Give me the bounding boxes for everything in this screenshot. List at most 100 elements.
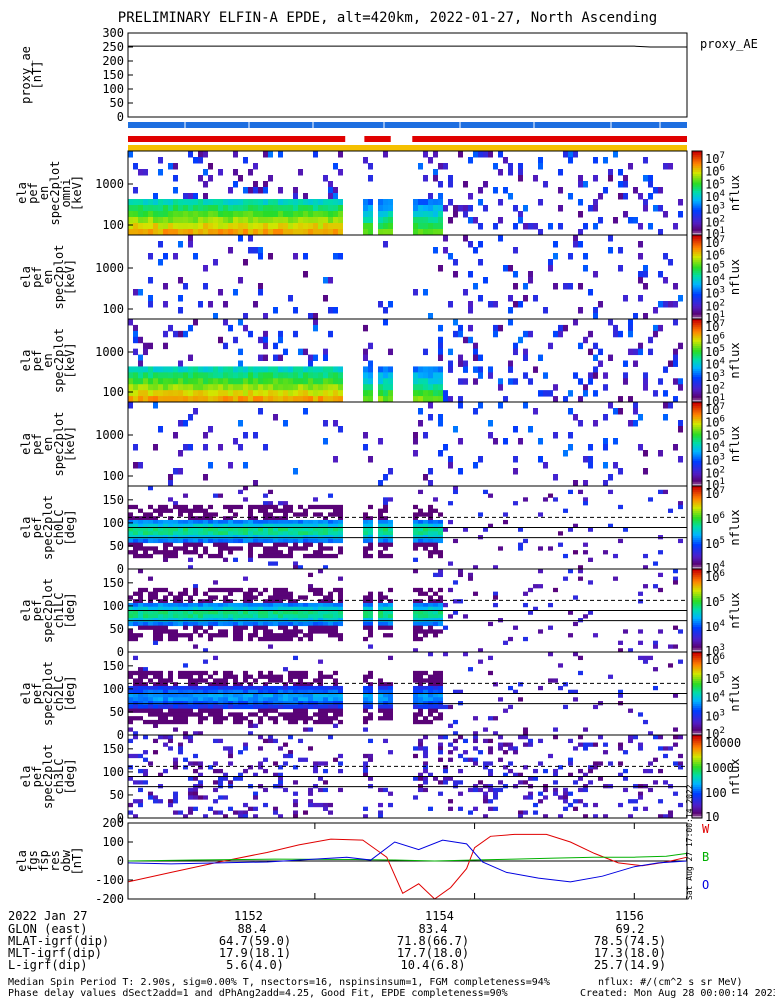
y-axis-label: ch3LC	[52, 758, 66, 794]
colorbar-tick-label: 10000	[705, 736, 741, 750]
orbit-row-value: 17.3(18.0)	[593, 946, 667, 960]
status-bar-segment	[364, 136, 391, 142]
y-tick-label: 100	[102, 385, 124, 399]
heatmap-cells	[128, 569, 683, 653]
colorbar	[692, 486, 702, 570]
colorbar-tick-label: 104	[705, 273, 725, 288]
footer-line-2: Phase delay values dSect2add=1 and dPhAn…	[8, 988, 508, 999]
y-tick-label: 0	[117, 728, 124, 742]
y-axis-label: spec2plot	[52, 328, 66, 393]
y-tick-label: 100	[102, 218, 124, 232]
orbit-row-value: 17.7(18.0)	[396, 946, 470, 960]
colorbar-tick-label: 103	[705, 369, 725, 384]
panel-frame	[127, 32, 688, 118]
status-bar-segment	[128, 145, 687, 151]
y-axis-label: spec2plot	[52, 411, 66, 476]
colorbar-tick-label: 104	[705, 560, 725, 575]
y-axis-label: spec2plot	[41, 578, 55, 643]
y-axis-label: [nT]	[70, 847, 84, 876]
colorbar-label: nflux	[728, 342, 742, 378]
colorbar-tick-label: 104	[705, 189, 725, 204]
footer-units: nflux: #/(cm^2 s sr MeV)	[598, 977, 743, 988]
y-axis-label: ela	[19, 600, 33, 622]
y-axis-label: omni	[59, 179, 73, 208]
orbit-row-value: 17.9(18.1)	[218, 946, 292, 960]
y-axis-label: en	[41, 353, 55, 367]
y-tick-label: 50	[110, 96, 124, 110]
colorbar-tick-label: 103	[705, 453, 725, 468]
y-tick-label: 150	[102, 576, 124, 590]
y-axis-label: ela	[19, 683, 33, 705]
y-tick-label: 150	[102, 742, 124, 756]
colorbar-tick-label: 101	[705, 477, 725, 492]
colorbar	[692, 652, 702, 736]
y-tick-label: 100	[102, 302, 124, 316]
orbit-row-value: 64.7(59.0)	[218, 934, 292, 948]
colorbar	[692, 235, 702, 320]
orbit-row-value: 69.2	[615, 922, 645, 936]
y-axis-label: pef	[30, 600, 44, 622]
colorbar-tick-label: 105	[705, 427, 725, 442]
orbit-tick-3: 1156	[615, 909, 644, 923]
y-tick-label: 100	[102, 82, 124, 96]
y-axis-label: [deg]	[63, 758, 77, 794]
orbit-row-label: MLT-igrf(dip)	[8, 946, 102, 960]
orbit-row-label: GLON (east)	[8, 922, 88, 936]
y-axis-label: [deg]	[63, 592, 77, 628]
y-axis-label: [keV]	[63, 259, 77, 295]
heatmap-cells	[128, 319, 683, 403]
colorbar-label: nflux	[728, 758, 742, 794]
y-tick-label: 200	[102, 816, 124, 830]
colorbar	[692, 402, 702, 487]
colorbar-tick-label: 101	[705, 310, 725, 325]
colorbar-tick-label: 106	[705, 164, 725, 179]
colorbar-tick-label: 107	[705, 486, 725, 501]
panel-frame	[127, 734, 688, 819]
y-tick-label: 0	[117, 645, 124, 659]
orbit-row-value: 83.4	[418, 922, 448, 936]
y-axis-label: spec2plot	[41, 744, 55, 809]
y-axis-label: en	[41, 270, 55, 284]
legend-proxy-ae: proxy_AE	[700, 37, 758, 51]
y-tick-label: 1000	[95, 261, 124, 275]
colorbar-label: nflux	[728, 259, 742, 295]
legend-O: O	[702, 878, 709, 892]
y-axis-label: fgs	[26, 850, 40, 872]
orbit-row-value: 71.8(66.7)	[396, 934, 470, 948]
colorbar-tick-label: 104	[705, 690, 725, 705]
heatmap-cells	[128, 402, 683, 487]
y-tick-label: 0	[117, 562, 124, 576]
colorbar-tick-label: 101	[705, 226, 725, 241]
colorbar-tick-label: 103	[705, 286, 725, 301]
y-axis-label: spec2plot	[52, 244, 66, 309]
colorbar-tick-label: 106	[705, 248, 725, 263]
colorbar-label: nflux	[728, 426, 742, 462]
y-axis-label: [keV]	[63, 426, 77, 462]
colorbar-frame	[691, 734, 703, 819]
y-axis-label: res	[48, 850, 62, 872]
colorbar-tick-label: 107	[705, 235, 725, 250]
y-tick-label: 0	[117, 811, 124, 825]
y-axis-label: spec2plot	[48, 160, 62, 225]
y-axis-label: ch2LC	[52, 675, 66, 711]
y-tick-label: -200	[95, 892, 124, 906]
y-tick-label: 1000	[95, 345, 124, 359]
colorbar-tick-label: 104	[705, 357, 725, 372]
colorbar-tick-label: 100	[705, 786, 727, 800]
y-axis-label: ela	[15, 182, 29, 204]
y-axis-label: [nT]	[30, 61, 44, 90]
y-axis-label: ela	[19, 266, 33, 288]
y-tick-label: 100	[102, 765, 124, 779]
orbit-row-value: 78.5(74.5)	[593, 934, 667, 948]
y-tick-label: 100	[102, 682, 124, 696]
y-axis-label: [deg]	[63, 509, 77, 545]
legend-B: B	[702, 850, 709, 864]
y-axis-label: ela	[15, 850, 29, 872]
y-tick-label: 0	[117, 110, 124, 124]
colorbar-tick-label: 106	[705, 332, 725, 347]
y-axis-label: ch0LC	[52, 509, 66, 545]
colorbar-tick-label: 105	[705, 344, 725, 359]
colorbar-tick-label: 104	[705, 440, 725, 455]
heatmap-cells	[128, 486, 683, 570]
